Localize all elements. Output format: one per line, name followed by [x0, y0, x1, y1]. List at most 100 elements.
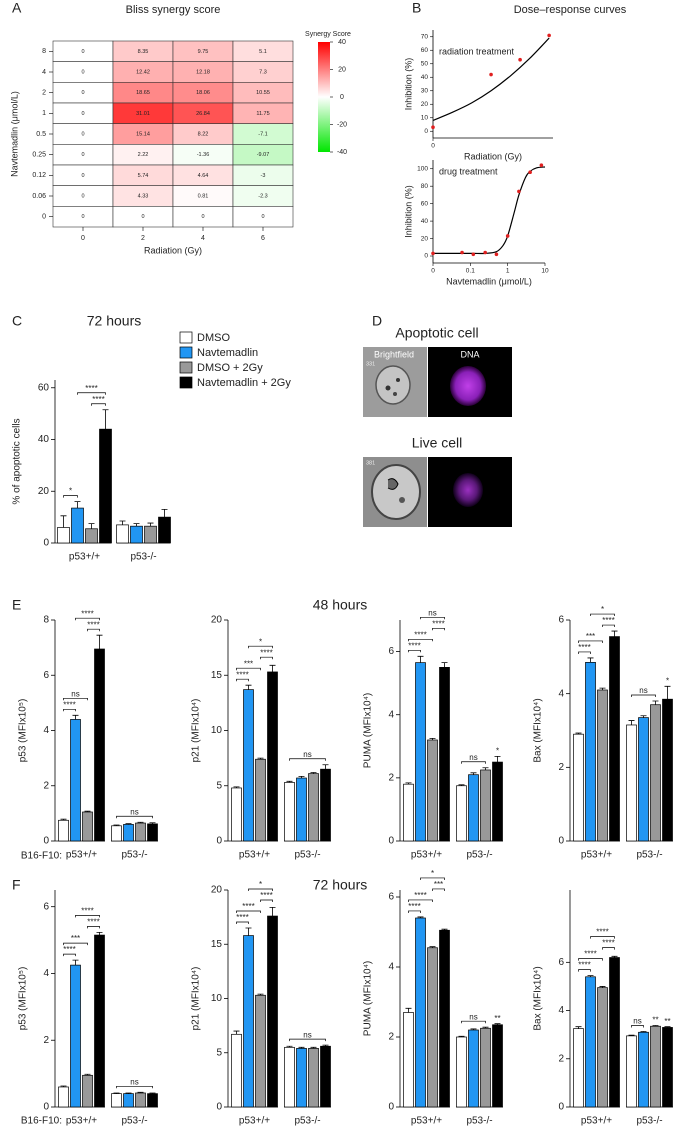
significance-bracket — [631, 694, 656, 698]
significance-bracket — [408, 910, 421, 913]
bar — [439, 667, 450, 842]
significance-bracket — [116, 1085, 153, 1089]
cell-label: 15.14 — [136, 131, 150, 137]
bar — [308, 1048, 319, 1108]
y-tick-label: 2 — [388, 1032, 394, 1043]
error-bar — [470, 772, 477, 775]
error-bar — [310, 772, 317, 774]
error-bar — [133, 523, 140, 527]
cell-detail — [387, 478, 399, 490]
y-tick-label: 60 — [38, 382, 50, 393]
cell-label: -7.1 — [258, 131, 267, 137]
significance-label: **** — [414, 891, 426, 900]
bar — [626, 724, 637, 842]
significance-label: **** — [578, 643, 590, 652]
y-tick-label: 40 — [421, 74, 429, 81]
error-bar — [494, 1023, 501, 1025]
x-tick-label: p53+/+ — [239, 1116, 270, 1127]
error-bar — [72, 714, 79, 720]
bar — [492, 761, 503, 842]
cell-label: 0 — [81, 49, 84, 55]
y-tick-label: 4 — [388, 709, 394, 720]
panel-letter: B — [412, 0, 421, 16]
bar — [296, 777, 307, 842]
error-bar — [60, 1085, 67, 1087]
y-tick-label: 6 — [43, 670, 49, 681]
legend-swatch — [179, 346, 193, 359]
cell-label: 10.55 — [256, 90, 270, 96]
y-tick-label: 0 — [42, 214, 46, 221]
colorbar — [318, 42, 330, 152]
colorbar-tick-label: 20 — [338, 66, 346, 73]
cell-label: -1.36 — [197, 152, 210, 158]
cell-label: 0 — [81, 69, 84, 75]
bar — [94, 648, 105, 842]
cell-label: 0 — [81, 111, 84, 117]
legend-swatch — [179, 331, 193, 344]
bar — [243, 935, 254, 1108]
significance-label: **** — [63, 700, 75, 709]
bar — [403, 783, 414, 842]
error-bar — [257, 993, 264, 996]
cell-label: 12.42 — [136, 69, 150, 75]
y-axis-label: p21 (MFIx10⁴) — [191, 967, 202, 1031]
significance-bracket — [116, 815, 153, 819]
y-tick-label: 0 — [424, 253, 428, 260]
error-bar — [628, 720, 635, 725]
significance-bracket — [75, 617, 100, 621]
cell — [375, 365, 411, 405]
panel-letter: E — [12, 597, 21, 613]
error-bar — [441, 928, 448, 931]
bar — [415, 662, 426, 842]
bar — [468, 774, 479, 842]
y-axis-label: p53 (MFIx10⁵) — [18, 699, 29, 763]
significance-label: **** — [92, 395, 104, 404]
cell-label: 8.22 — [198, 131, 209, 137]
x-tick-label: 0 — [431, 143, 435, 150]
significance-label: ns — [633, 1017, 641, 1026]
y-tick-label: 4 — [43, 725, 49, 736]
cell-label: 4.64 — [198, 173, 209, 179]
significance-label: **** — [81, 609, 93, 618]
bar — [456, 785, 467, 842]
error-bar — [269, 664, 276, 672]
data-point — [489, 72, 493, 77]
y-tick-label: 10 — [421, 114, 429, 121]
chart-title: 72 hours — [87, 313, 141, 329]
bar — [144, 525, 157, 544]
x-axis-label: Navtemadlin (μmol/L) — [446, 276, 532, 286]
cell-label: 0 — [81, 173, 84, 179]
bar — [284, 782, 295, 842]
error-bar — [640, 715, 647, 718]
x-tick-label: 0.1 — [466, 268, 475, 275]
bar — [296, 1048, 307, 1108]
error-bar — [405, 782, 412, 785]
bar — [147, 1093, 158, 1108]
significance-bracket — [631, 1025, 644, 1028]
significance-label: ns — [130, 807, 138, 816]
significance-label: **** — [408, 641, 420, 650]
bar — [480, 769, 491, 842]
data-point — [518, 57, 522, 62]
error-bar — [161, 508, 168, 518]
bar — [255, 758, 266, 842]
cell-label: 9.75 — [198, 49, 209, 55]
error-bar — [664, 1026, 671, 1028]
cell-label: 18.65 — [136, 90, 150, 96]
error-bar — [72, 959, 79, 966]
data-point — [505, 234, 510, 238]
error-bar — [269, 906, 276, 917]
error-bar — [575, 1026, 582, 1029]
x-tick-label: p53+/+ — [581, 850, 612, 861]
bar — [58, 1086, 69, 1108]
error-bar — [113, 1092, 120, 1094]
error-bar — [102, 409, 109, 430]
x-tick-label: p53-/- — [636, 1116, 662, 1127]
error-bar — [599, 687, 606, 690]
x-tick-label: 2 — [141, 235, 145, 242]
image-id: 331 — [366, 361, 375, 367]
legend-label: DMSO — [197, 332, 230, 344]
bar — [255, 994, 266, 1108]
y-tick-label: 70 — [421, 33, 429, 40]
y-axis-label: PUMA (MFIx10⁴) — [363, 693, 374, 768]
